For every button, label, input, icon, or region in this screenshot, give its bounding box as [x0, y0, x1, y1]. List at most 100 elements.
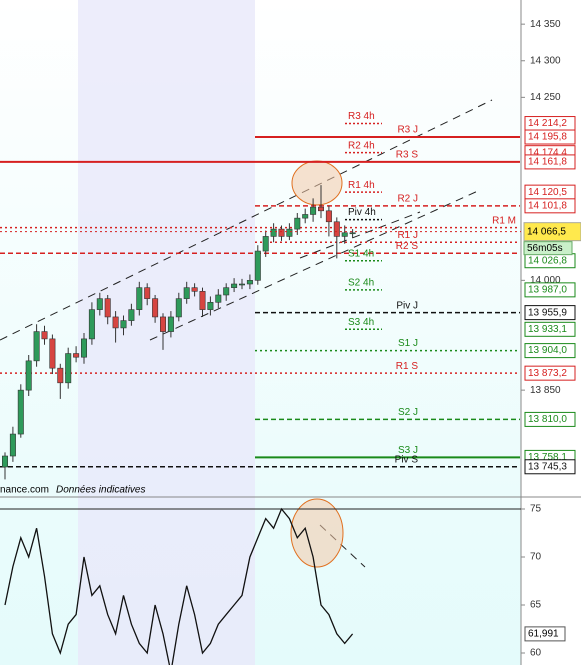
candle-body [33, 331, 40, 362]
last-price-box [523, 222, 581, 242]
rsi-line [4, 507, 354, 670]
level-label: S1 J [398, 338, 418, 349]
candle-body [120, 320, 127, 329]
trend-lines [0, 99, 493, 568]
level-label: R1 M [492, 215, 516, 226]
candle-body [96, 298, 103, 310]
level-value-label: 14 026,8 [528, 255, 567, 266]
level-label: Piv S [395, 454, 419, 465]
last-price-label: 14 066,5 [527, 226, 566, 237]
countdown-box [523, 241, 573, 256]
y-tick-label: 70 [530, 552, 542, 563]
candle-body [160, 316, 167, 332]
candle-body [302, 214, 309, 219]
level-value-label: 13 758,1 [528, 452, 567, 463]
candle-body [349, 232, 356, 235]
countdown: 56m05s [527, 243, 563, 254]
level-value-box [524, 459, 576, 475]
candle-body [167, 316, 174, 332]
candle-body [223, 287, 230, 296]
candle-body [317, 206, 324, 212]
trend-line [299, 211, 421, 259]
note: Données indicatives [56, 485, 146, 496]
level-value-label: 14 174,4 [528, 147, 567, 158]
source-note: nance.com [0, 485, 49, 496]
candle-body [152, 298, 159, 318]
level-value-label: 13 904,0 [528, 345, 567, 356]
level-label: Piv 4h [348, 207, 376, 218]
level-label: R1 S [396, 361, 419, 372]
candle-body [310, 206, 317, 215]
candle-body [215, 294, 222, 303]
y-tick-label: 65 [530, 600, 542, 611]
level-label: R3 J [397, 125, 418, 136]
level-label: S3 J [398, 445, 418, 456]
level-value-box [524, 305, 576, 321]
level-value-label: 14 214,2 [528, 118, 567, 129]
candle-body [278, 228, 285, 237]
level-label: Piv J [396, 300, 418, 311]
candle-body [65, 353, 72, 384]
level-value-label: 13 745,3 [528, 461, 567, 472]
candle-body [239, 283, 246, 286]
candle-body [262, 236, 269, 252]
level-label: R3 4h [348, 111, 375, 122]
level-value-label: 14 161,8 [528, 157, 567, 168]
level-label: S2 J [398, 407, 418, 418]
level-value-label: 14 120,5 [528, 187, 567, 198]
level-label: R1 4h [348, 180, 375, 191]
candle-body [81, 338, 88, 358]
candle-body [199, 291, 206, 310]
value-label-box [524, 626, 566, 642]
level-value-box [524, 321, 576, 337]
y-tick-label: 14 000 [530, 275, 561, 286]
rsi-projection [319, 524, 366, 568]
value-label: 61,991 [528, 629, 559, 640]
level-label: S2 4h [348, 277, 374, 288]
y-tick-label: 60 [530, 648, 542, 659]
level-label: R3 S [396, 150, 419, 161]
candle-body [112, 316, 119, 329]
level-label: R1 J [397, 230, 418, 241]
level-value-box [524, 411, 576, 427]
y-tick-label: 14 300 [530, 55, 561, 66]
y-tick-label: 14 350 [530, 19, 561, 30]
level-label: S1 4h [348, 248, 374, 259]
level-value-label: 14 195,8 [528, 132, 567, 143]
level-value-label: 13 810,0 [528, 414, 567, 425]
candle-body [341, 232, 348, 237]
candle-body [270, 228, 277, 237]
candle-body [49, 338, 56, 369]
candle-body [57, 367, 64, 384]
y-tick-label: 14 250 [530, 92, 561, 103]
level-value-label: 13 873,2 [528, 368, 567, 379]
level-label: R2 4h [348, 140, 375, 151]
candle-body [183, 287, 190, 299]
candle-body [73, 353, 80, 358]
level-value-box [524, 129, 576, 145]
level-value-box [524, 365, 576, 381]
candle-body [9, 433, 16, 457]
candle-body [325, 210, 332, 223]
candle-body [1, 455, 9, 468]
candle-body [25, 360, 32, 391]
candle-body [207, 301, 214, 310]
highlight-ellipse [290, 498, 344, 568]
trend-line [149, 189, 481, 341]
candle-body [128, 309, 135, 321]
candle-body [88, 309, 95, 340]
level-label: S3 4h [348, 317, 374, 328]
y-tick-label: 75 [530, 504, 542, 515]
candle-body [246, 280, 253, 285]
candle-body [136, 287, 143, 310]
level-value-label: 13 955,9 [528, 307, 567, 318]
candle-body [254, 250, 261, 281]
candle-body [175, 298, 182, 318]
level-value-box [524, 154, 576, 170]
level-value-label: 13 933,1 [528, 324, 567, 335]
highlight-ellipse [291, 160, 343, 206]
level-value-box [524, 282, 576, 298]
level-value-box [524, 343, 576, 359]
candle-body [294, 217, 301, 230]
